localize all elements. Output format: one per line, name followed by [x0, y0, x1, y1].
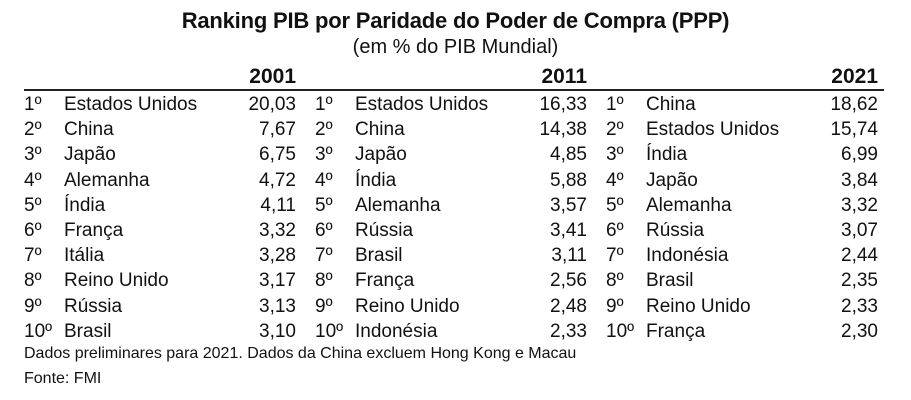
- gdp-share-value: 6,99: [841, 144, 878, 166]
- gdp-share-value: 16,33: [539, 94, 587, 115]
- country-name: França: [64, 219, 124, 241]
- rank-label: 2º: [315, 119, 333, 141]
- country-name: Índia: [646, 144, 688, 166]
- gdp-share-value: 2,30: [841, 320, 878, 342]
- rank-label: 2º: [24, 119, 42, 141]
- country-name: Reino Unido: [646, 295, 751, 317]
- rank-label: 10º: [315, 320, 344, 342]
- gdp-share-value: 15,74: [830, 119, 878, 141]
- rank-label: 6º: [315, 219, 333, 241]
- year-header-2021: 2021: [831, 65, 878, 88]
- chart-subtitle: (em % do PIB Mundial): [352, 36, 559, 58]
- gdp-share-value: 3,32: [841, 194, 878, 216]
- rank-label: 2º: [606, 119, 624, 141]
- country-name: França: [646, 320, 706, 342]
- gdp-share-value: 3,84: [841, 169, 878, 191]
- rank-label: 1º: [24, 94, 42, 115]
- rank-label: 3º: [606, 144, 624, 166]
- rank-label: 8º: [315, 270, 333, 292]
- gdp-share-value: 3,17: [259, 270, 296, 292]
- country-name: Índia: [64, 194, 106, 216]
- gdp-share-value: 20,03: [248, 94, 296, 115]
- country-name: Estados Unidos: [64, 94, 198, 115]
- country-name: Rússia: [646, 219, 705, 241]
- country-name: Rússia: [64, 295, 123, 317]
- rank-label: 7º: [24, 245, 42, 267]
- rank-label: 8º: [606, 270, 624, 292]
- gdp-share-value: 2,35: [841, 270, 878, 292]
- chart-title: Ranking PIB por Paridade do Poder de Com…: [181, 8, 730, 33]
- country-name: Brasil: [646, 270, 694, 292]
- country-name: Brasil: [64, 320, 112, 342]
- country-name: Itália: [64, 245, 105, 267]
- rank-label: 3º: [315, 144, 333, 166]
- gdp-share-value: 4,72: [259, 169, 296, 191]
- rank-label: 4º: [606, 169, 624, 191]
- gdp-share-value: 2,56: [550, 270, 587, 292]
- rank-label: 4º: [315, 169, 333, 191]
- rank-label: 4º: [24, 169, 42, 191]
- country-name: China: [64, 119, 114, 141]
- gdp-share-value: 3,13: [259, 295, 296, 317]
- country-name: França: [355, 270, 415, 292]
- country-name: China: [355, 119, 405, 141]
- rank-label: 9º: [24, 295, 42, 317]
- gdp-share-value: 3,41: [550, 219, 587, 241]
- country-name: Japão: [646, 169, 698, 191]
- rank-label: 10º: [24, 320, 53, 342]
- country-name: Índia: [355, 169, 397, 191]
- country-name: Alemanha: [646, 194, 732, 216]
- country-name: Estados Unidos: [646, 119, 780, 141]
- gdp-share-value: 3,11: [551, 245, 587, 267]
- country-name: Estados Unidos: [355, 94, 489, 115]
- country-name: Reino Unido: [64, 270, 169, 292]
- country-name: Rússia: [355, 219, 414, 241]
- gdp-share-value: 7,67: [259, 119, 296, 141]
- gdp-share-value: 4,85: [550, 144, 587, 166]
- gdp-share-value: 14,38: [539, 119, 587, 141]
- country-name: Indonésia: [646, 245, 729, 267]
- rank-label: 9º: [315, 295, 333, 317]
- rank-label: 5º: [315, 194, 333, 216]
- gdp-share-value: 2,44: [841, 245, 878, 267]
- gdp-share-value: 3,32: [259, 219, 296, 241]
- rank-label: 7º: [315, 245, 333, 267]
- gdp-share-value: 4,11: [260, 194, 296, 216]
- rank-label: 10º: [606, 320, 635, 342]
- gdp-share-value: 5,88: [550, 169, 587, 191]
- country-name: Japão: [64, 144, 116, 166]
- country-name: Brasil: [355, 245, 403, 267]
- rank-label: 5º: [24, 194, 42, 216]
- rank-label: 6º: [24, 219, 42, 241]
- rank-label: 1º: [315, 94, 333, 115]
- rank-label: 3º: [24, 144, 42, 166]
- rank-label: 6º: [606, 219, 624, 241]
- gdp-share-value: 3,07: [841, 219, 878, 241]
- country-name: Alemanha: [64, 169, 150, 191]
- gdp-share-value: 2,48: [550, 295, 587, 317]
- rank-label: 7º: [606, 245, 624, 267]
- country-name: Indonésia: [355, 320, 438, 342]
- footnote: Dados preliminares para 2021. Dados da C…: [24, 345, 577, 362]
- source-note: Fonte: FMI: [24, 370, 102, 387]
- gdp-share-value: 18,62: [830, 94, 878, 115]
- rank-label: 5º: [606, 194, 624, 216]
- year-header-2001: 2001: [249, 65, 296, 88]
- gdp-share-value: 2,33: [841, 295, 878, 317]
- gdp-share-value: 3,10: [259, 320, 296, 342]
- country-name: Japão: [355, 144, 407, 166]
- gdp-share-value: 3,28: [259, 245, 296, 267]
- gdp-share-value: 2,33: [550, 320, 587, 342]
- country-name: Reino Unido: [355, 295, 460, 317]
- country-name: China: [646, 94, 696, 115]
- gdp-share-value: 3,57: [550, 194, 587, 216]
- year-header-2011: 2011: [541, 65, 587, 88]
- rank-label: 8º: [24, 270, 42, 292]
- rank-label: 9º: [606, 295, 624, 317]
- gdp-share-value: 6,75: [259, 144, 296, 166]
- header-divider: [24, 89, 884, 91]
- country-name: Alemanha: [355, 194, 441, 216]
- rank-label: 1º: [606, 94, 624, 115]
